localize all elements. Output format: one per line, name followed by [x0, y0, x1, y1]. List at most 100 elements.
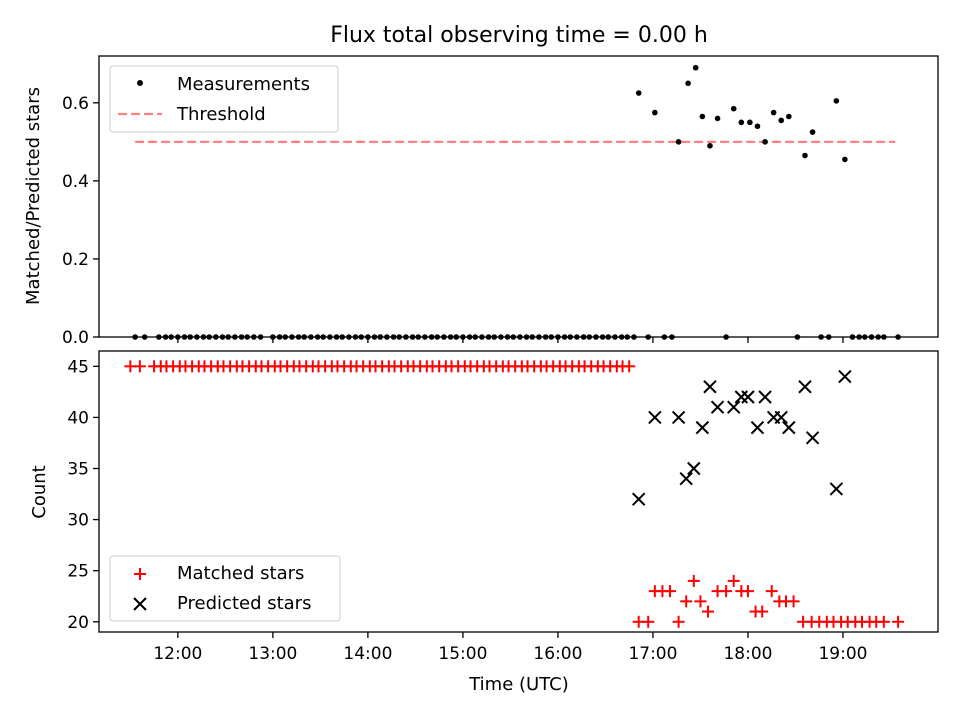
measurement-point — [352, 334, 359, 340]
measurement-point — [194, 334, 200, 340]
measurement-point — [692, 64, 699, 71]
predicted-star-x-b — [710, 400, 725, 414]
bottom-x-tick-label: 14:00 — [343, 644, 392, 664]
predicted-star-point — [671, 410, 686, 425]
measurement-point — [238, 334, 245, 340]
measurement-point — [491, 334, 498, 340]
measurement-point — [517, 334, 523, 340]
measurement-point — [794, 334, 801, 340]
predicted-star-point — [679, 472, 693, 486]
predicted-star-x-b — [695, 420, 710, 435]
measurement-point — [377, 334, 384, 340]
matched-star-point — [727, 574, 740, 587]
measurement-point — [390, 334, 397, 340]
measurement-point — [542, 334, 549, 340]
top-legend: Measurements Threshold — [109, 65, 339, 133]
measurement-point — [599, 334, 606, 340]
measurement-point — [156, 334, 162, 340]
measurement-point — [567, 334, 574, 340]
legend-label-predicted-stars: Predicted stars — [177, 593, 311, 614]
bottom-panel-frame — [98, 350, 939, 633]
matched-star-point — [787, 595, 800, 608]
measurement-point — [881, 334, 887, 340]
matched-star-point — [672, 615, 685, 628]
legend-marker-predicted-stars — [133, 597, 147, 611]
measurement-point — [868, 334, 875, 340]
measurement-point — [833, 98, 840, 104]
matched-star-point — [741, 585, 754, 598]
predicted-star-point — [727, 400, 741, 414]
measurement-point — [308, 334, 314, 340]
measurement-point — [707, 142, 713, 149]
predicted-star-point — [774, 410, 788, 425]
predicted-star-x-b — [687, 461, 701, 476]
measurement-point — [396, 334, 403, 340]
measurement-point — [849, 334, 856, 340]
predicted-star-point — [687, 461, 701, 476]
measurement-point — [529, 334, 536, 340]
measurement-point — [738, 119, 745, 126]
bottom-y-axis: 20 25 30 35 40 45 — [67, 357, 99, 633]
measurement-point — [825, 334, 832, 340]
measurement-point — [276, 334, 283, 340]
legend-marker-matched-stars — [134, 568, 146, 580]
matched-star-point — [765, 585, 778, 598]
measurement-point — [747, 119, 753, 126]
predicted-star-x-b — [741, 390, 755, 404]
predicted-star-x-b — [750, 420, 765, 435]
predicted-star-x-b — [798, 380, 812, 394]
measurement-point — [523, 334, 530, 340]
predicted-star-x-b — [829, 482, 844, 496]
measurement-point — [447, 334, 454, 340]
predicted-star-point — [798, 380, 812, 394]
predicted-star-point — [703, 380, 717, 394]
figure-title: Flux total observing time = 0.00 h — [330, 23, 708, 48]
bottom-x-tick-label: 16:00 — [533, 644, 582, 664]
measurement-point — [200, 334, 207, 340]
predicted-star-x-b — [758, 390, 772, 404]
top-y-tick-label: 0.2 — [62, 250, 89, 270]
measurement-point — [403, 334, 409, 340]
predicted-star-x-b — [703, 380, 717, 394]
measurement-point — [428, 334, 435, 340]
predicted-star-x-b — [782, 420, 796, 435]
measurement-point — [770, 109, 777, 116]
measurement-point — [282, 334, 289, 340]
measurement-point — [895, 334, 901, 340]
bottom-x-axis: 12:00 13:00 14:00 15:00 16:00 17:00 18:00 19:00 — [153, 632, 867, 664]
predicted-star-point — [805, 431, 820, 445]
measurement-point — [358, 334, 365, 340]
bottom-x-tick-label: 17:00 — [628, 644, 677, 664]
matched-star-point — [133, 360, 146, 373]
bottom-y-tick-label: 40 — [67, 408, 89, 428]
top-plot-area — [132, 64, 901, 340]
measurement-point — [875, 334, 881, 340]
matched-star-point — [877, 615, 890, 628]
predicted-star-x-b — [679, 472, 693, 486]
measurement-point — [561, 334, 568, 340]
legend-label-measurements: Measurements — [177, 74, 310, 95]
measurement-point — [225, 334, 232, 340]
bottom-x-tick-label: 18:00 — [723, 644, 772, 664]
measurement-point — [132, 334, 138, 340]
measurement-point — [548, 334, 555, 340]
bottom-plot-area — [124, 360, 905, 628]
measurement-point — [699, 113, 706, 120]
measurement-point — [631, 334, 637, 340]
predicted-star-point — [829, 482, 844, 496]
measurement-point — [453, 334, 460, 340]
matched-star-point — [892, 615, 905, 628]
legend-label-threshold: Threshold — [176, 104, 266, 125]
top-panel: Matched/Predicted stars 0.0 0.2 0.4 0.6 Mea… — [23, 55, 939, 348]
bottom-legend-box — [109, 555, 341, 622]
predicted-star-x-b — [838, 369, 852, 384]
measurement-point — [842, 156, 848, 163]
measurement-point — [498, 334, 504, 340]
measurement-point — [652, 109, 658, 116]
measurement-point — [460, 334, 466, 340]
measurement-point — [213, 334, 219, 340]
measurement-point — [415, 334, 422, 340]
measurement-point — [314, 334, 321, 340]
measurement-point — [301, 334, 308, 340]
